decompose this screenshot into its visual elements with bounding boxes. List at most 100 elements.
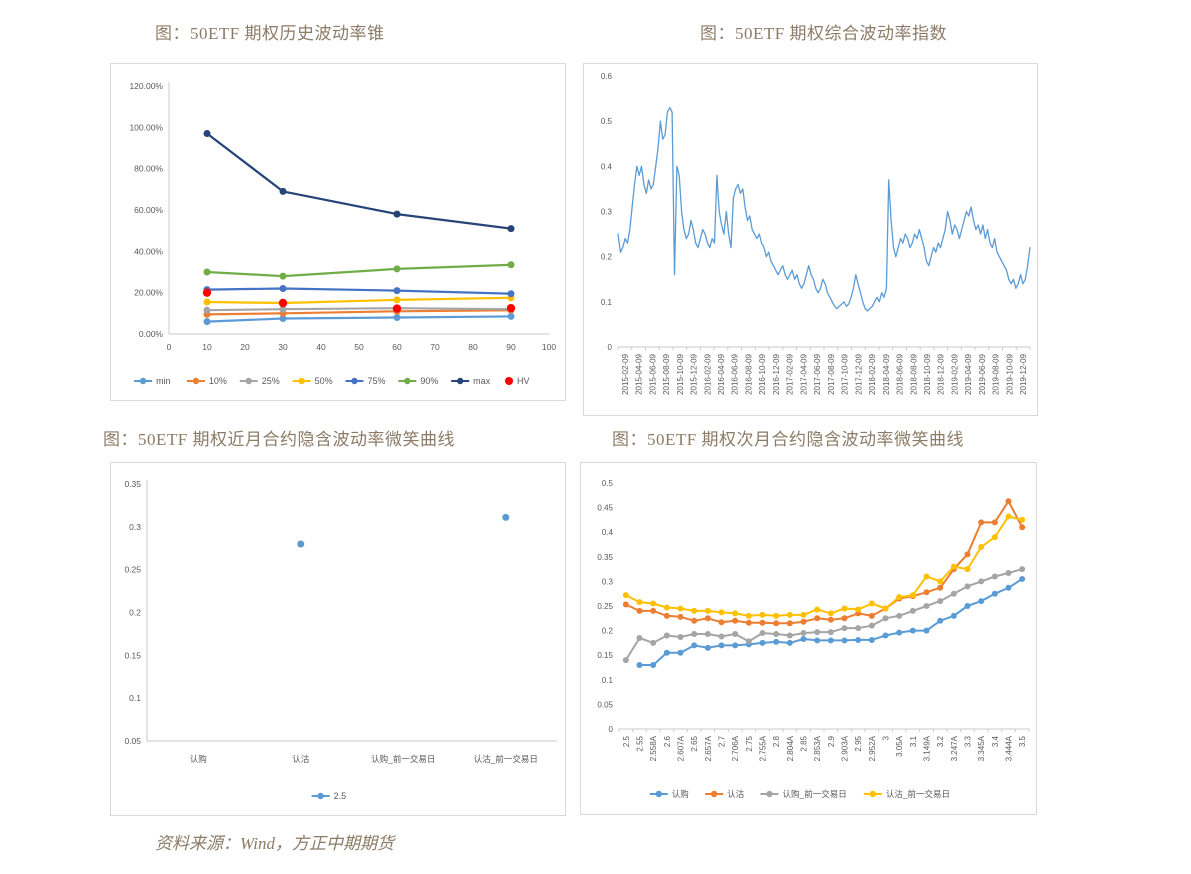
svg-text:3.345A: 3.345A bbox=[977, 735, 986, 761]
svg-text:2.95: 2.95 bbox=[854, 735, 863, 751]
svg-text:2019-02-09: 2019-02-09 bbox=[950, 353, 959, 394]
svg-text:2.5: 2.5 bbox=[334, 791, 347, 801]
svg-text:0.25: 0.25 bbox=[124, 565, 141, 575]
svg-text:120.00%: 120.00% bbox=[129, 81, 163, 91]
svg-text:2.7: 2.7 bbox=[718, 735, 727, 747]
svg-text:0.2: 0.2 bbox=[129, 608, 141, 618]
svg-text:0.15: 0.15 bbox=[124, 650, 141, 660]
svg-text:3.2: 3.2 bbox=[936, 735, 945, 747]
svg-text:2.65: 2.65 bbox=[690, 735, 699, 751]
svg-text:2019-12-09: 2019-12-09 bbox=[1019, 353, 1028, 394]
figure-title-volatility-index: 图：50ETF 期权综合波动率指数 bbox=[700, 24, 947, 43]
smile-near-month-chart: 0.05 0.1 0.15 0.2 0.25 0.3 0.35 认购 认沽 认购_前一交易日 认沽_… bbox=[124, 479, 557, 801]
svg-text:0.3: 0.3 bbox=[601, 208, 613, 217]
svg-text:0.2: 0.2 bbox=[601, 253, 613, 262]
svg-text:2017-06-09: 2017-06-09 bbox=[813, 353, 822, 394]
svg-text:3.444A: 3.444A bbox=[1005, 735, 1014, 761]
svg-text:2.5: 2.5 bbox=[622, 735, 631, 747]
svg-text:0.45: 0.45 bbox=[597, 504, 613, 513]
svg-text:2.853A: 2.853A bbox=[813, 735, 822, 761]
svg-text:3.05A: 3.05A bbox=[895, 735, 904, 757]
svg-text:0.1: 0.1 bbox=[601, 298, 613, 307]
svg-text:2016-06-09: 2016-06-09 bbox=[731, 353, 740, 394]
svg-text:2019-08-09: 2019-08-09 bbox=[992, 353, 1001, 394]
svg-text:2017-04-09: 2017-04-09 bbox=[799, 353, 808, 394]
svg-text:2.952A: 2.952A bbox=[868, 735, 877, 761]
svg-text:80: 80 bbox=[468, 342, 478, 352]
svg-text:60.00%: 60.00% bbox=[134, 205, 163, 215]
svg-text:2.8: 2.8 bbox=[772, 735, 781, 747]
svg-text:0: 0 bbox=[609, 725, 614, 734]
svg-text:2017-12-09: 2017-12-09 bbox=[854, 353, 863, 394]
smile-next-month-chart: 0 0.05 0.1 0.15 0.2 0.25 0.3 0.35 0.4 0.45 0.5 2.5 2… bbox=[597, 479, 1030, 799]
svg-text:2018-06-09: 2018-06-09 bbox=[896, 353, 905, 394]
svg-text:2017-08-09: 2017-08-09 bbox=[827, 353, 836, 394]
svg-text:0.25: 0.25 bbox=[597, 602, 613, 611]
svg-text:0.6: 0.6 bbox=[601, 72, 613, 81]
svg-text:2.903A: 2.903A bbox=[841, 735, 850, 761]
svg-text:0.5: 0.5 bbox=[602, 479, 614, 488]
svg-text:2017-10-09: 2017-10-09 bbox=[841, 353, 850, 394]
figure-title-smile-next-month: 图：50ETF 期权次月合约隐含波动率微笑曲线 bbox=[612, 430, 964, 449]
svg-text:2019-10-09: 2019-10-09 bbox=[1005, 353, 1014, 394]
svg-text:30: 30 bbox=[278, 342, 288, 352]
svg-text:0.05: 0.05 bbox=[597, 700, 613, 709]
svg-text:2016-04-09: 2016-04-09 bbox=[717, 353, 726, 394]
svg-text:2015-10-09: 2015-10-09 bbox=[676, 353, 685, 394]
figure-volatility-index: 0 0.1 0.2 0.3 0.4 0.5 0.6 2015-02-09 2015-04-09 2… bbox=[583, 63, 1038, 416]
svg-text:80.00%: 80.00% bbox=[134, 164, 163, 174]
svg-text:50%: 50% bbox=[315, 376, 333, 386]
svg-text:0.1: 0.1 bbox=[602, 676, 614, 685]
svg-text:0.4: 0.4 bbox=[601, 162, 613, 171]
svg-text:0.00%: 0.00% bbox=[139, 329, 164, 339]
svg-text:认购_前一交易日: 认购_前一交易日 bbox=[782, 789, 846, 799]
svg-text:认沽_前一交易日: 认沽_前一交易日 bbox=[474, 754, 538, 764]
svg-text:max: max bbox=[473, 376, 491, 386]
svg-text:2018-04-09: 2018-04-09 bbox=[882, 353, 891, 394]
svg-text:10: 10 bbox=[202, 342, 212, 352]
volatility-index-chart: 0 0.1 0.2 0.3 0.4 0.5 0.6 2015-02-09 2015-04-09 2… bbox=[601, 72, 1031, 395]
figure-smile-next-month: 0 0.05 0.1 0.15 0.2 0.25 0.3 0.35 0.4 0.45 0.5 2.5 2… bbox=[580, 462, 1037, 815]
svg-text:0.5: 0.5 bbox=[601, 117, 613, 126]
svg-text:2.9: 2.9 bbox=[827, 735, 836, 747]
svg-text:2017-02-09: 2017-02-09 bbox=[786, 353, 795, 394]
svg-text:0.3: 0.3 bbox=[602, 577, 614, 586]
svg-text:2.804A: 2.804A bbox=[786, 735, 795, 761]
svg-text:20.00%: 20.00% bbox=[134, 288, 163, 298]
svg-text:20: 20 bbox=[240, 342, 250, 352]
svg-text:2.755A: 2.755A bbox=[759, 735, 768, 761]
svg-text:3.149A: 3.149A bbox=[923, 735, 932, 761]
svg-text:2015-12-09: 2015-12-09 bbox=[690, 353, 699, 394]
svg-text:2019-04-09: 2019-04-09 bbox=[964, 353, 973, 394]
svg-text:100: 100 bbox=[542, 342, 556, 352]
svg-text:2018-02-09: 2018-02-09 bbox=[868, 353, 877, 394]
svg-text:0.35: 0.35 bbox=[597, 553, 613, 562]
svg-text:2015-02-09: 2015-02-09 bbox=[621, 353, 630, 394]
svg-text:0.3: 0.3 bbox=[129, 522, 141, 532]
figure-volatility-cone: 0.00% 20.00% 40.00% 60.00% 80.00% 100.00% 120.… bbox=[110, 63, 566, 401]
svg-text:0.35: 0.35 bbox=[124, 479, 141, 489]
figure-title-smile-near-month: 图：50ETF 期权近月合约隐含波动率微笑曲线 bbox=[103, 430, 455, 449]
svg-text:25%: 25% bbox=[262, 376, 280, 386]
svg-text:0: 0 bbox=[167, 342, 172, 352]
svg-text:2018-12-09: 2018-12-09 bbox=[937, 353, 946, 394]
svg-text:75%: 75% bbox=[367, 376, 385, 386]
svg-text:2015-06-09: 2015-06-09 bbox=[648, 353, 657, 394]
svg-text:2.6: 2.6 bbox=[663, 735, 672, 747]
svg-text:2.657A: 2.657A bbox=[704, 735, 713, 761]
svg-text:认沽_前一交易日: 认沽_前一交易日 bbox=[886, 789, 950, 799]
svg-text:100.00%: 100.00% bbox=[129, 122, 163, 132]
svg-text:3.3: 3.3 bbox=[964, 735, 973, 747]
svg-text:0.4: 0.4 bbox=[602, 528, 614, 537]
figure-smile-near-month: 0.05 0.1 0.15 0.2 0.25 0.3 0.35 认购 认沽 认购_前一交易日 认沽_… bbox=[110, 462, 566, 816]
svg-text:2.75: 2.75 bbox=[745, 735, 754, 751]
source-note: 资料来源：Wind，方正中期期货 bbox=[155, 834, 394, 853]
svg-text:40.00%: 40.00% bbox=[134, 246, 163, 256]
svg-text:min: min bbox=[156, 376, 171, 386]
svg-text:2018-08-09: 2018-08-09 bbox=[909, 353, 918, 394]
svg-text:0.05: 0.05 bbox=[124, 736, 141, 746]
svg-text:50: 50 bbox=[354, 342, 364, 352]
svg-text:2016-10-09: 2016-10-09 bbox=[758, 353, 767, 394]
svg-text:90%: 90% bbox=[420, 376, 438, 386]
